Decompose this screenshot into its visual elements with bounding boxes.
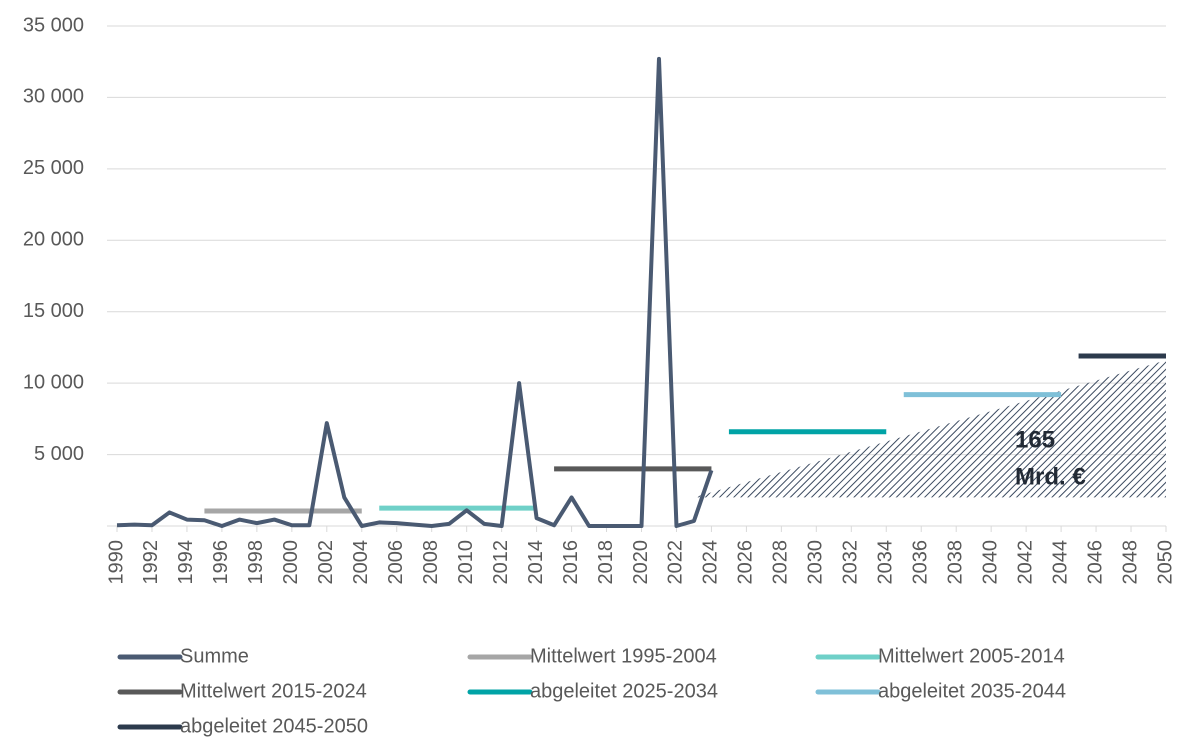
x-tick-label: 2026 <box>735 540 757 585</box>
x-tick-label: 1990 <box>105 540 127 585</box>
x-tick-label: 2030 <box>805 540 827 585</box>
y-tick-label: 5 000 <box>34 443 84 465</box>
legend-label: Mittelwert 2005-2014 <box>878 645 1065 667</box>
x-tick-label: 2048 <box>1119 540 1141 585</box>
x-tick-label: 2016 <box>560 540 582 585</box>
y-tick-label: 10 000 <box>23 371 84 393</box>
x-tick-label: 2044 <box>1049 540 1071 585</box>
x-tick-label: 2028 <box>770 540 792 585</box>
x-tick-label: 2002 <box>315 540 337 585</box>
x-tick-label: 2000 <box>280 540 302 585</box>
series-line <box>116 56 714 528</box>
x-tick-label: 2020 <box>630 540 652 585</box>
x-tick-label: 1994 <box>175 540 197 585</box>
y-tick-label: 20 000 <box>23 229 84 251</box>
x-tick-label: 2008 <box>420 540 442 585</box>
x-tick-label: 2040 <box>979 540 1001 585</box>
x-tick-label: 2036 <box>910 540 932 585</box>
x-tick-label: 2004 <box>350 540 372 585</box>
x-tick-label: 2024 <box>700 540 722 585</box>
x-tick-label: 2032 <box>840 540 862 585</box>
legend-label: abgeleitet 2035-2044 <box>878 680 1066 702</box>
x-tick-label: 2018 <box>595 540 617 585</box>
x-tick-label: 2022 <box>665 540 687 585</box>
legend-label: abgeleitet 2025-2034 <box>530 680 718 702</box>
x-tick-label: 2034 <box>875 540 897 585</box>
x-tick-label: 2014 <box>525 540 547 585</box>
y-tick-label: 15 000 <box>23 300 84 322</box>
x-tick-label: 1992 <box>140 540 162 585</box>
legend-label: Mittelwert 1995-2004 <box>530 645 717 667</box>
y-tick-label: 30 000 <box>23 86 84 108</box>
x-tick-label: 1998 <box>245 540 267 585</box>
x-tick-label: 2046 <box>1084 540 1106 585</box>
x-tick-label: 2006 <box>385 540 407 585</box>
annotation: Mrd. € <box>1015 463 1086 490</box>
legend-label: abgeleitet 2045-2050 <box>180 715 368 737</box>
x-tick-label: 1996 <box>210 540 232 585</box>
x-tick-label: 2010 <box>455 540 477 585</box>
annotation: 165 <box>1015 426 1055 453</box>
x-tick-label: 2050 <box>1154 540 1176 585</box>
legend-label: Summe <box>180 645 249 667</box>
y-tick-label: 25 000 <box>23 157 84 179</box>
legend-label: Mittelwert 2015-2024 <box>180 680 367 702</box>
x-tick-label: 2038 <box>944 540 966 585</box>
x-tick-label: 2012 <box>490 540 512 585</box>
hatched-area <box>693 360 1166 498</box>
x-tick-label: 2042 <box>1014 540 1036 585</box>
y-tick-label: 35 000 <box>23 14 84 36</box>
